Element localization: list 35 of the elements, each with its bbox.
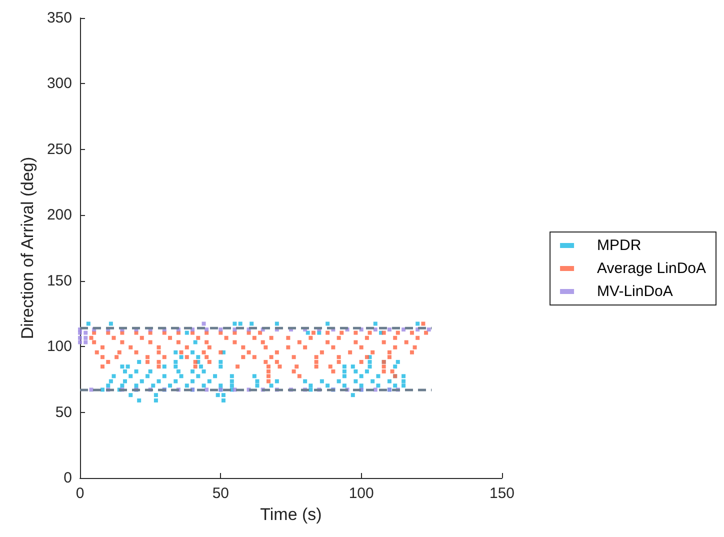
point — [387, 327, 392, 332]
x-axis-title: Time (s) — [260, 505, 322, 524]
y-axis-title: Direction of Arrival (deg) — [18, 156, 38, 340]
x-tick-label: 0 — [76, 485, 84, 502]
point — [232, 327, 237, 332]
point — [84, 336, 88, 340]
y-tick-label: 300 — [46, 75, 72, 92]
point — [84, 330, 88, 335]
point — [84, 340, 88, 344]
y-tick-label: 0 — [64, 470, 72, 486]
point — [204, 388, 209, 392]
y-tick-label: 200 — [46, 206, 72, 224]
x-tick-label: 150 — [489, 485, 515, 502]
x-tick-label: 100 — [348, 485, 374, 502]
y-tick-label: 250 — [46, 140, 72, 158]
point — [402, 327, 406, 332]
point — [202, 322, 206, 326]
y-tick-label: 150 — [46, 272, 72, 290]
point — [78, 330, 82, 335]
point — [232, 388, 237, 392]
legend-label: Average LinDoA — [597, 260, 706, 277]
point — [204, 327, 209, 332]
legend-label: MV-LinDoA — [597, 283, 673, 300]
point — [78, 336, 82, 340]
point — [373, 327, 378, 332]
point — [218, 327, 223, 332]
legend-label: MPDR — [597, 237, 642, 254]
point — [426, 327, 431, 332]
x-tick-label: 50 — [212, 485, 230, 502]
point — [373, 388, 378, 392]
y-tick-label: 350 — [46, 10, 72, 26]
point — [78, 340, 82, 344]
point — [89, 388, 94, 392]
y-tick-label: 50 — [55, 404, 72, 421]
y-tick-label: 100 — [46, 338, 72, 356]
